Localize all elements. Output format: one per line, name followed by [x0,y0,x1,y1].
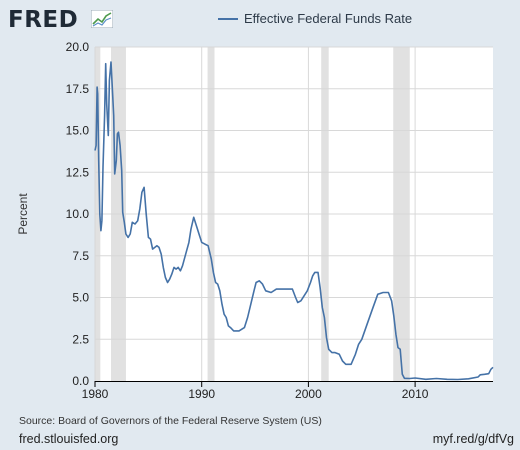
series-line-0 [94,61,494,381]
site-url-link[interactable]: fred.stlouisfed.org [19,432,119,446]
y-tick-label: 7.5 [72,249,89,263]
y-tick-label: 2.5 [72,332,89,346]
header: FRED Effective Federal Funds Rate [0,0,520,40]
x-tick-label: 2010 [402,387,429,401]
source-note: Source: Board of Governors of the Federa… [19,415,322,427]
chart: 0.0 2.5 5.0 7.5 10.0 12.5 15.0 17.5 20.0 1980 1990… [16,40,494,401]
x-tick-label: 2000 [295,387,322,401]
legend-label: Effective Federal Funds Rate [244,11,413,26]
y-tick-label: 10.0 [66,207,90,221]
fred-logo[interactable]: FRED [8,7,79,33]
x-tick-label: 1990 [188,387,215,401]
y-axis-title: Percent [16,193,30,235]
short-link[interactable]: myf.red/g/dfVg [432,432,514,446]
y-tick-label: 15.0 [66,124,90,138]
x-tick-label: 1980 [82,387,109,401]
y-tick-label: 12.5 [66,165,90,179]
y-tick-label: 20.0 [66,40,90,54]
legend-swatch [218,18,238,20]
y-tick-label: 5.0 [72,291,89,305]
y-tick-label: 0.0 [72,374,89,388]
fred-chart-logo-icon [91,10,113,28]
y-tick-label: 17.5 [66,82,90,96]
